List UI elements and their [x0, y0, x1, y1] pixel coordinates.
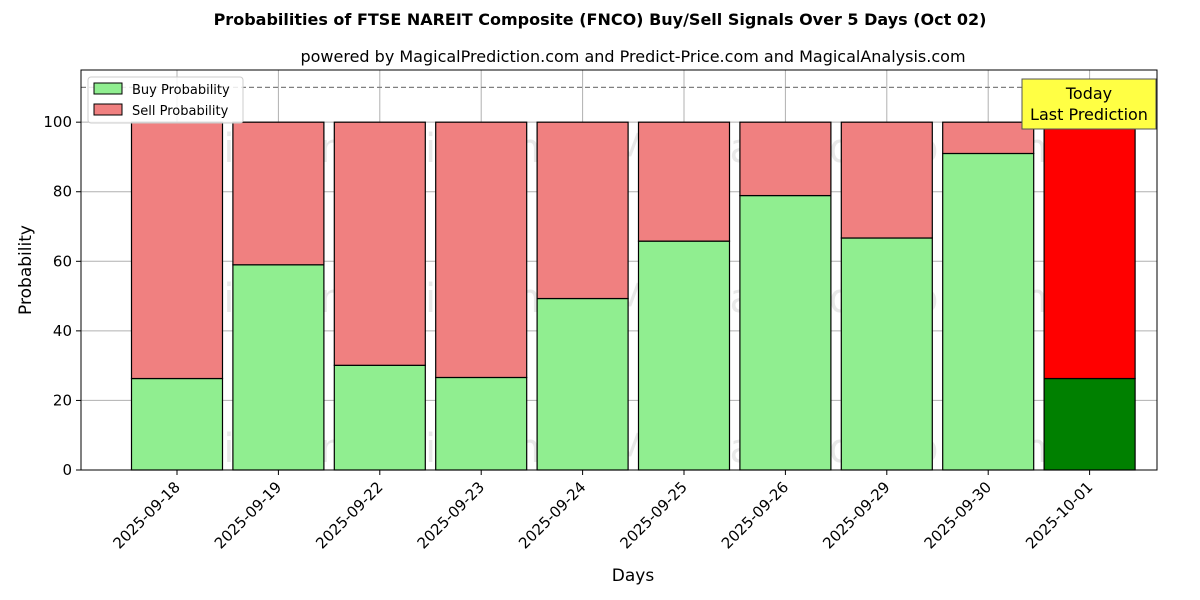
bar-buy	[333, 364, 426, 471]
x-ticks: 2025-09-18 2025-09-19 2025-09-22 2025-09-23…	[109, 470, 1096, 552]
y-tick-label: 20	[53, 391, 72, 409]
y-tick-label: 100	[43, 113, 72, 131]
bar-buy	[1043, 377, 1136, 471]
y-tick-label: 60	[53, 252, 72, 270]
x-tick-label: 2025-09-24	[515, 478, 589, 552]
x-axis-label: Days	[612, 566, 655, 586]
x-tick-label: 2025-09-29	[819, 478, 893, 552]
today-annotation: Today Last Prediction	[1021, 78, 1157, 130]
bar-buy	[232, 264, 325, 471]
y-tick-label: 0	[62, 461, 72, 479]
x-tick-label: 2025-09-22	[312, 478, 386, 552]
x-tick-label: 2025-09-18	[109, 478, 183, 552]
annotation-line-2: Last Prediction	[1030, 105, 1148, 124]
x-tick-label: 2025-09-25	[616, 478, 690, 552]
annotation-line-1: Today	[1065, 84, 1112, 103]
x-tick-label: 2025-09-26	[718, 478, 792, 552]
bar-sell	[637, 121, 731, 242]
y-ticks: 0 20 40 60 80 100	[43, 113, 81, 479]
bar-sell	[739, 121, 832, 197]
bar-buy	[130, 377, 224, 471]
legend-swatch-sell	[93, 103, 123, 116]
legend-box	[87, 76, 244, 124]
x-tick-label: 2025-09-30	[921, 478, 995, 552]
y-axis-label: Probability	[16, 225, 36, 315]
chart-subtitle: powered by MagicalPrediction.com and Pre…	[300, 47, 965, 66]
chart-title: Probabilities of FTSE NAREIT Composite (…	[214, 10, 987, 29]
y-tick-label: 80	[53, 183, 72, 201]
bar-sell	[1043, 121, 1136, 380]
x-tick-label: 2025-10-01	[1022, 478, 1096, 552]
bar-buy	[942, 152, 1035, 471]
bar-buy	[840, 237, 933, 471]
x-tick-label: 2025-09-19	[211, 478, 285, 552]
annotation-box	[1021, 78, 1157, 130]
bar-sell	[232, 121, 325, 266]
bar-buy	[637, 240, 731, 471]
legend: Buy Probability Sell Probability	[87, 76, 244, 124]
y-tick-label: 40	[53, 322, 72, 340]
bar-sell	[130, 121, 224, 380]
bar-sell	[840, 121, 933, 239]
bar-sell	[942, 121, 1035, 155]
legend-label-buy: Buy Probability	[132, 83, 230, 98]
bar-buy	[739, 194, 832, 471]
bar-sell	[536, 121, 629, 300]
bar-sell	[333, 121, 426, 366]
bar-buy	[536, 297, 629, 471]
plot-frame	[80, 69, 1158, 471]
bars	[130, 121, 1136, 471]
legend-swatch-buy	[93, 82, 123, 95]
bar-buy	[435, 376, 528, 471]
legend-label-sell: Sell Probability	[132, 104, 229, 119]
x-tick-label: 2025-09-23	[414, 478, 488, 552]
bar-sell	[435, 121, 528, 379]
